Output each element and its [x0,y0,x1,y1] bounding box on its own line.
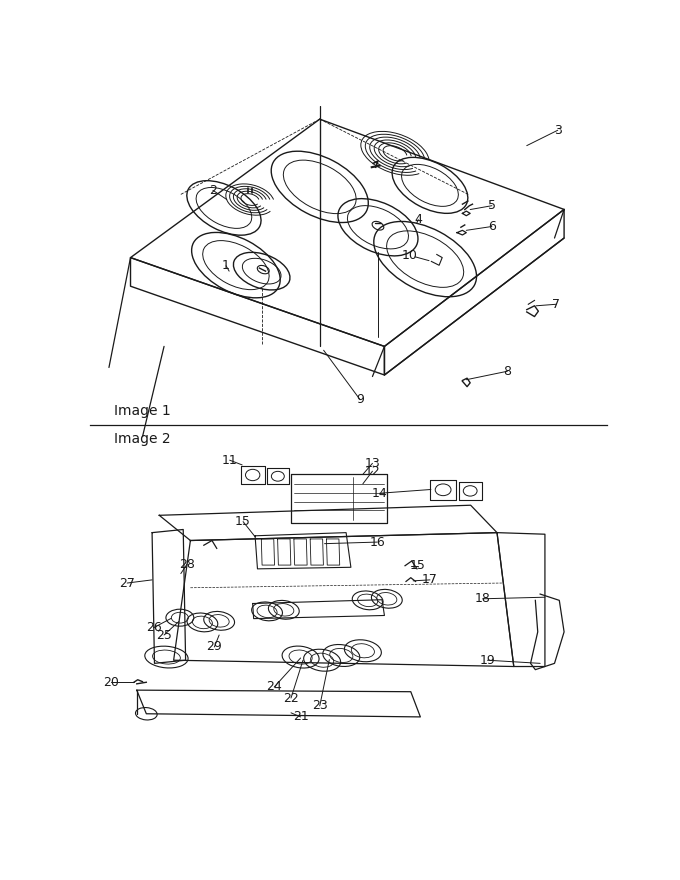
Text: 11: 11 [222,454,237,466]
Text: 22: 22 [283,692,299,705]
Text: 8: 8 [503,364,511,378]
Text: 23: 23 [312,700,328,713]
Text: 18: 18 [475,592,490,605]
Text: 5: 5 [488,199,496,212]
Text: 25: 25 [156,628,172,642]
Text: 12: 12 [364,465,380,478]
Text: 15: 15 [235,515,251,528]
Text: 7: 7 [552,297,560,311]
Text: 28: 28 [179,558,195,570]
Text: 4: 4 [414,213,422,226]
Text: 21: 21 [292,710,309,723]
Text: 19: 19 [479,654,495,667]
Text: 13: 13 [364,457,380,470]
Text: 15: 15 [410,559,426,572]
Text: 24: 24 [267,680,282,693]
Text: 26: 26 [146,621,161,634]
Text: 6: 6 [488,220,496,233]
Text: 20: 20 [103,676,119,689]
Text: 27: 27 [119,576,135,590]
Text: 1: 1 [222,260,230,272]
Text: 17: 17 [422,574,438,586]
Text: 10: 10 [402,249,418,261]
Text: 9: 9 [356,393,364,407]
Text: Image 1: Image 1 [114,404,171,418]
Text: 14: 14 [372,487,388,500]
Text: 2: 2 [209,184,217,197]
Text: Image 2: Image 2 [114,432,171,446]
Text: 3: 3 [554,124,562,136]
Text: 29: 29 [207,641,222,654]
Text: 16: 16 [369,536,385,548]
